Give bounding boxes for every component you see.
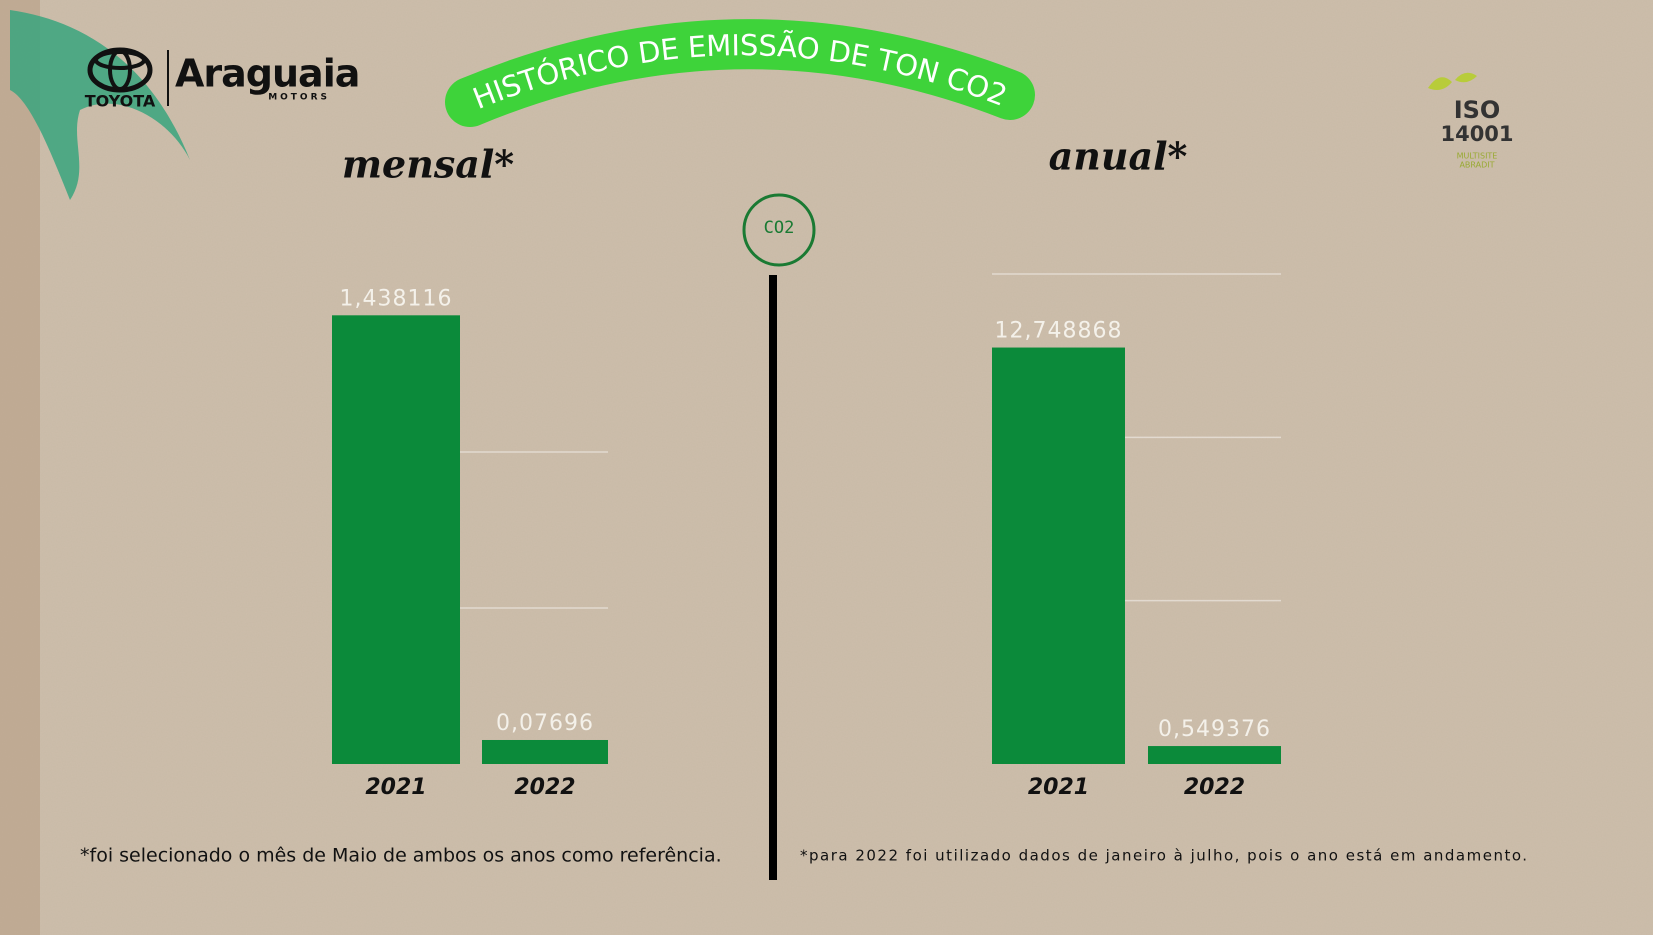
co2-icon-text: CO2	[764, 218, 795, 238]
iso: ISO	[1454, 96, 1501, 124]
value-label: 0,07696	[496, 711, 594, 736]
x-tick-label: 2022	[514, 775, 575, 800]
x-tick-label: 2021	[1028, 775, 1089, 800]
iso-sub: ABRADIT	[1459, 161, 1494, 170]
iso-number: 14001	[1440, 122, 1513, 146]
bar	[992, 348, 1125, 764]
value-label: 12,748868	[995, 319, 1123, 344]
dealer-sub: MOTORS	[268, 93, 330, 103]
x-tick-label: 2022	[1184, 775, 1245, 800]
footnote: *para 2022 foi utilizado dados de janeir…	[800, 847, 1529, 865]
bar	[1148, 746, 1281, 764]
footnote: *foi selecionado o mês de Maio de ambos …	[80, 845, 722, 867]
dealer: Araguaia	[175, 52, 359, 96]
infographic: TOYOTA Araguaia MOTORS HISTÓRICO DE EMIS…	[0, 0, 1653, 935]
bar	[482, 740, 608, 764]
x-tick-label: 2021	[365, 775, 426, 800]
brand: TOYOTA	[85, 92, 156, 111]
chart-title: mensal*	[342, 142, 514, 187]
bar	[332, 315, 460, 764]
chart-title: anual*	[1049, 134, 1188, 179]
value-label: 1,438116	[340, 286, 453, 311]
left-edge	[0, 0, 40, 935]
iso-sub: MULTISITE	[1457, 152, 1498, 161]
paper-texture	[0, 0, 1653, 935]
value-label: 0,549376	[1158, 717, 1271, 742]
